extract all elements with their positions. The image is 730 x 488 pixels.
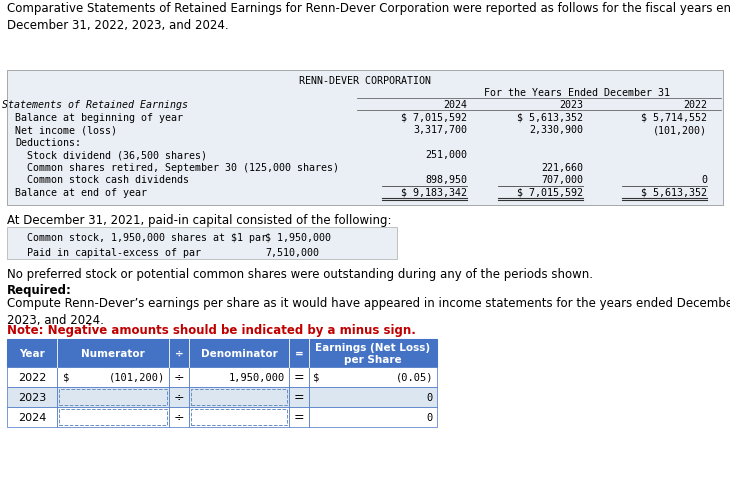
FancyBboxPatch shape [7,71,723,205]
Text: 221,660: 221,660 [541,163,583,173]
Text: Numerator: Numerator [81,348,145,358]
FancyBboxPatch shape [57,387,169,407]
Text: Compute Renn-Dever’s earnings per share as it would have appeared in income stat: Compute Renn-Dever’s earnings per share … [7,296,730,327]
Text: 2023: 2023 [18,392,46,402]
Bar [59,409,167,425]
Text: ÷: ÷ [174,391,184,404]
FancyBboxPatch shape [7,339,437,367]
Text: =: = [293,371,304,384]
Text: 2,330,900: 2,330,900 [529,125,583,135]
FancyBboxPatch shape [57,367,169,387]
FancyBboxPatch shape [169,387,189,407]
Text: 0: 0 [427,412,433,422]
FancyBboxPatch shape [7,407,57,427]
Text: (101,200): (101,200) [653,125,707,135]
Text: 898,950: 898,950 [425,175,467,185]
Bar [191,389,287,405]
Text: 251,000: 251,000 [425,150,467,160]
Text: $ 7,015,592: $ 7,015,592 [401,113,467,123]
Text: $ 5,714,552: $ 5,714,552 [641,113,707,123]
Text: ÷: ÷ [174,348,183,358]
Text: Balance at beginning of year: Balance at beginning of year [15,113,183,123]
FancyBboxPatch shape [189,387,289,407]
FancyBboxPatch shape [289,387,309,407]
Text: =: = [293,391,304,404]
Text: 707,000: 707,000 [541,175,583,185]
Text: 2024: 2024 [18,412,46,422]
Text: $ 5,613,352: $ 5,613,352 [517,113,583,123]
FancyBboxPatch shape [309,387,437,407]
Text: Note: Negative amounts should be indicated by a minus sign.: Note: Negative amounts should be indicat… [7,324,416,336]
Bar [191,409,287,425]
Text: Net income (loss): Net income (loss) [15,125,117,135]
Text: $: $ [63,372,75,382]
Text: 3,317,700: 3,317,700 [413,125,467,135]
Text: =: = [293,411,304,424]
Text: 2023: 2023 [559,100,583,110]
FancyBboxPatch shape [309,367,437,387]
Text: 0: 0 [427,392,433,402]
Text: $ 5,613,352: $ 5,613,352 [641,187,707,198]
FancyBboxPatch shape [7,367,57,387]
Text: Paid in capital-excess of par: Paid in capital-excess of par [15,247,201,258]
Text: 2024: 2024 [443,100,467,110]
FancyBboxPatch shape [57,407,169,427]
Text: Required:: Required: [7,284,72,296]
Text: At December 31, 2021, paid-in capital consisted of the following:: At December 31, 2021, paid-in capital co… [7,214,391,226]
Text: 2022: 2022 [683,100,707,110]
Text: Deductions:: Deductions: [15,138,81,148]
Text: Common stock, 1,950,000 shares at $1 par: Common stock, 1,950,000 shares at $1 par [15,232,267,243]
Text: (101,200): (101,200) [109,372,165,382]
Text: Denominator: Denominator [201,348,277,358]
Text: 1,950,000: 1,950,000 [228,372,285,382]
Text: RENN-DEVER CORPORATION: RENN-DEVER CORPORATION [299,76,431,86]
Text: Year: Year [19,348,45,358]
Text: Balance at end of year: Balance at end of year [15,187,147,198]
FancyBboxPatch shape [7,227,397,260]
Text: $: $ [313,372,326,382]
FancyBboxPatch shape [169,367,189,387]
Text: ÷: ÷ [174,411,184,424]
Text: For the Years Ended December 31: For the Years Ended December 31 [484,88,670,98]
Text: Statements of Retained Earnings: Statements of Retained Earnings [2,100,188,110]
Text: =: = [295,348,304,358]
FancyBboxPatch shape [289,407,309,427]
Text: Common shares retired, September 30 (125,000 shares): Common shares retired, September 30 (125… [15,163,339,173]
Text: $ 7,015,592: $ 7,015,592 [517,187,583,198]
Text: $ 9,183,342: $ 9,183,342 [401,187,467,198]
Text: No preferred stock or potential common shares were outstanding during any of the: No preferred stock or potential common s… [7,267,593,281]
Text: Earnings (Net Loss)
per Share: Earnings (Net Loss) per Share [315,342,431,365]
FancyBboxPatch shape [169,407,189,427]
Bar [59,389,167,405]
Text: 2022: 2022 [18,372,46,382]
Text: Common stock cash dividends: Common stock cash dividends [15,175,189,185]
Text: 0: 0 [701,175,707,185]
Text: $ 1,950,000: $ 1,950,000 [265,232,331,243]
FancyBboxPatch shape [289,367,309,387]
Text: Stock dividend (36,500 shares): Stock dividend (36,500 shares) [15,150,207,160]
Text: Comparative Statements of Retained Earnings for Renn-Dever Corporation were repo: Comparative Statements of Retained Earni… [7,2,730,32]
FancyBboxPatch shape [189,367,289,387]
FancyBboxPatch shape [7,387,57,407]
Text: 7,510,000: 7,510,000 [265,247,319,258]
Text: ÷: ÷ [174,371,184,384]
FancyBboxPatch shape [309,407,437,427]
Text: (0.05): (0.05) [396,372,433,382]
FancyBboxPatch shape [189,407,289,427]
